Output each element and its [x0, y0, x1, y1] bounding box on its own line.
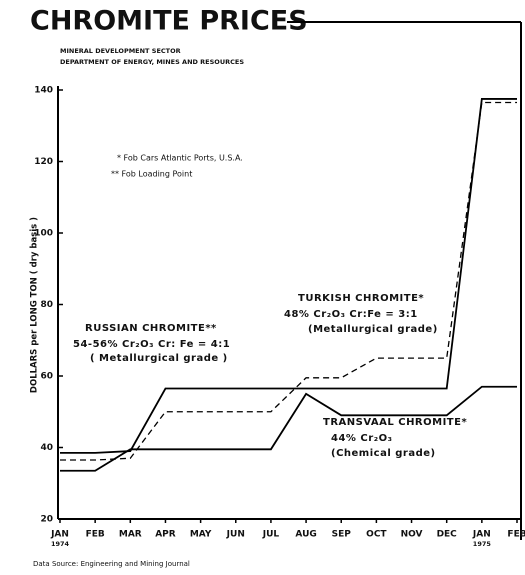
- series-label: TURKISH CHROMITE*: [298, 293, 424, 304]
- x-tick-label: SEP: [332, 530, 352, 540]
- series-desc: (Metallurgical grade): [308, 324, 438, 335]
- note: ** Fob Loading Point: [111, 170, 192, 179]
- series-desc: (Chemical grade): [331, 448, 436, 459]
- y-axis-label: DOLLARS per LONG TON ( dry basis ): [30, 217, 40, 393]
- y-tick-label: 120: [34, 157, 53, 167]
- x-tick-label: JUL: [262, 530, 280, 540]
- y-tick-label: 60: [40, 372, 53, 382]
- subtitle: DEPARTMENT OF ENERGY, MINES AND RESOURCE…: [60, 58, 244, 66]
- x-tick-label: NOV: [401, 530, 423, 540]
- x-tick-label: MAR: [119, 530, 142, 540]
- series-desc: 48% Cr₂O₃ Cr:Fe = 3:1: [284, 309, 418, 320]
- y-tick-label: 80: [40, 300, 53, 310]
- subtitle: MINERAL DEVELOPMENT SECTOR: [60, 47, 181, 55]
- series-line: [60, 101, 517, 461]
- source: Data Source: Engineering and Mining Jour…: [33, 560, 190, 568]
- series-desc: 54-56% Cr₂O₃ Cr: Fe = 4:1: [73, 339, 230, 350]
- x-tick-label: AUG: [295, 530, 316, 540]
- x-tick-label: JAN: [472, 530, 491, 540]
- x-tick-label: OCT: [366, 530, 387, 540]
- x-tick-label: JUN: [226, 530, 245, 540]
- note: * Fob Cars Atlantic Ports, U.S.A.: [117, 154, 243, 163]
- chart-title: CHROMITE PRICES: [30, 6, 308, 37]
- series-labels: RUSSIAN CHROMITE** 54-56% Cr₂O₃ Cr: Fe =…: [73, 293, 467, 459]
- series-label: TRANSVAAL CHROMITE*: [323, 417, 467, 428]
- x-tick-label: FEB: [507, 530, 525, 540]
- y-tick-label: 40: [40, 443, 53, 453]
- x-tick-label: DEC: [437, 530, 458, 540]
- x-year-label: 1975: [473, 540, 492, 548]
- y-tick-label: 140: [34, 86, 53, 96]
- y-tick-label: 100: [34, 229, 53, 239]
- x-tick-label: JAN: [50, 530, 69, 540]
- y-tick-label: 20: [40, 515, 53, 525]
- x-tick-label: MAY: [190, 530, 212, 540]
- series-line: [60, 385, 517, 472]
- series-desc: 44% Cr₂O₃: [331, 433, 392, 444]
- x-tick-label: APR: [155, 530, 176, 540]
- x-year-label: 1974: [51, 540, 70, 548]
- series-label: RUSSIAN CHROMITE**: [85, 323, 217, 334]
- x-tick-label: FEB: [86, 530, 105, 540]
- series-line: [60, 98, 517, 454]
- series-desc: ( Metallurgical grade ): [90, 353, 228, 364]
